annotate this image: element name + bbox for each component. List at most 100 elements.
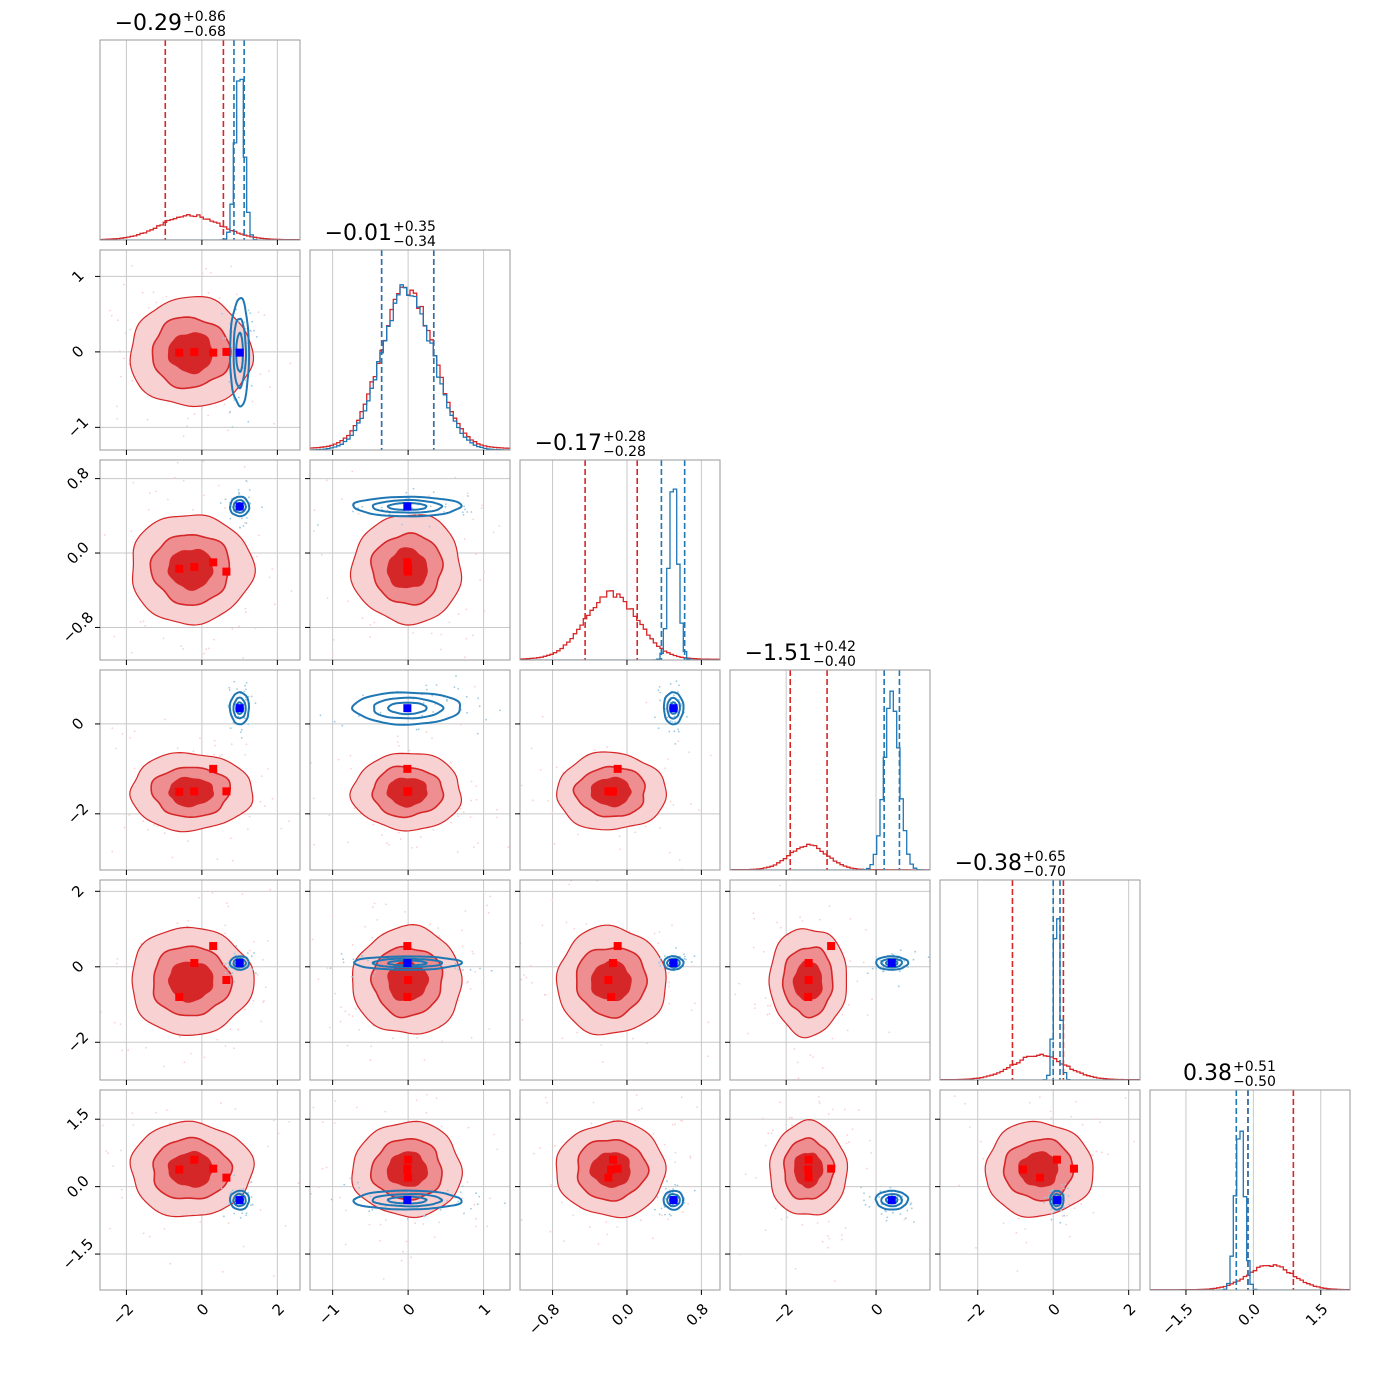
panel-4-4: −0.38 +0.65−0.70 (939, 849, 1141, 1085)
panel-frame (309, 249, 511, 451)
scatter-point (168, 1122, 171, 1125)
scatter-point (660, 960, 662, 963)
scatter-point (245, 1214, 248, 1217)
panel-1-0: −1 0 1 (64, 249, 301, 455)
red-marker (613, 942, 622, 951)
scatter-point (869, 1139, 871, 1142)
scatter-point (472, 952, 475, 955)
scatter-point (231, 628, 234, 630)
contour-blue-0 (228, 691, 251, 726)
scatter-point (885, 1219, 888, 1222)
scatter-point (263, 1000, 265, 1002)
scatter-point (541, 924, 544, 927)
scatter-point (231, 859, 234, 862)
scatter-point (863, 1199, 865, 1202)
scatter-point (155, 301, 158, 304)
scatter-point (1043, 1201, 1045, 1204)
scatter-point (463, 538, 466, 540)
scatter-point (152, 291, 155, 294)
scatter-point (786, 1216, 789, 1219)
red-marker (190, 347, 199, 356)
scatter-point (486, 1225, 489, 1228)
scatter-point (1067, 1195, 1070, 1197)
scatter-point (479, 579, 481, 581)
scatter-point (141, 291, 144, 294)
scatter-point (87, 752, 89, 754)
panel-frame (729, 669, 931, 871)
contour-blue-0 (352, 495, 463, 518)
contour-blue-1 (666, 1193, 681, 1208)
scatter-point (452, 426, 454, 428)
scatter-point (1047, 1195, 1050, 1198)
x-tick-label: 0 (867, 1300, 886, 1319)
scatter-point (326, 967, 329, 969)
y-tick-label: 0.0 (63, 538, 93, 568)
scatter-point (234, 1108, 237, 1110)
scatter-point (384, 1205, 387, 1208)
scatter-point (142, 620, 145, 623)
panel-2-2: −0.17 +0.28−0.28 (519, 429, 721, 665)
scatter-point (462, 514, 465, 516)
scatter-point (856, 980, 859, 983)
scatter-point (317, 1183, 319, 1185)
red-marker (609, 787, 618, 796)
scatter-point (113, 635, 116, 638)
panel-4-3 (725, 879, 931, 1085)
scatter-point (767, 1004, 769, 1007)
scatter-point (262, 1001, 264, 1003)
scatter-point (386, 842, 388, 844)
scatter-point (634, 831, 637, 834)
scatter-point (530, 747, 533, 750)
red-marker (403, 942, 412, 951)
scatter-point (352, 510, 354, 513)
param-title-minus: −0.28 (603, 444, 646, 460)
red-marker (804, 1165, 813, 1174)
scatter-point (289, 362, 292, 365)
panel-4-2 (515, 879, 721, 1085)
scatter-point (109, 309, 111, 312)
y-tick-label: 0.0 (63, 1172, 93, 1202)
scatter-point (696, 1106, 698, 1108)
scatter-point (799, 916, 801, 919)
scatter-point (119, 350, 121, 352)
panel-frame (99, 249, 301, 451)
scatter-point (218, 297, 221, 300)
scatter-point (577, 833, 579, 836)
scatter-point (674, 1123, 676, 1126)
scatter-point (466, 1181, 469, 1184)
scatter-point (251, 400, 254, 403)
scatter-point (425, 684, 428, 687)
scatter-point (216, 1038, 219, 1041)
scatter-point (841, 1234, 843, 1236)
scatter-point (146, 418, 149, 421)
blue-marker (403, 704, 412, 713)
scatter-point (408, 749, 411, 752)
red-marker (804, 959, 813, 968)
scatter-point (351, 944, 354, 946)
scatter-point (871, 967, 874, 970)
scatter-point (446, 1199, 449, 1202)
scatter-point (483, 610, 486, 612)
scatter-point (379, 711, 382, 714)
scatter-point (353, 807, 356, 809)
scatter-point (245, 688, 247, 691)
scatter-point (229, 1028, 232, 1031)
scatter-point (251, 320, 254, 323)
scatter-point (810, 1083, 812, 1085)
scatter-point (297, 1182, 300, 1184)
scatter-point (325, 1166, 328, 1169)
scatter-point (229, 410, 232, 413)
scatter-point (1100, 1151, 1103, 1154)
scatter-point (203, 494, 206, 497)
scatter-point (801, 1224, 804, 1226)
scatter-point (1044, 1196, 1046, 1199)
panel-frame (939, 1089, 1141, 1291)
scatter-point (248, 496, 250, 499)
scatter-point (871, 998, 873, 1001)
scatter-point (245, 1212, 248, 1215)
scatter-point (247, 309, 250, 312)
scatter-point (214, 744, 216, 747)
scatter-point (573, 927, 576, 930)
contour-blue-0 (353, 955, 463, 971)
scatter-point (907, 966, 909, 968)
